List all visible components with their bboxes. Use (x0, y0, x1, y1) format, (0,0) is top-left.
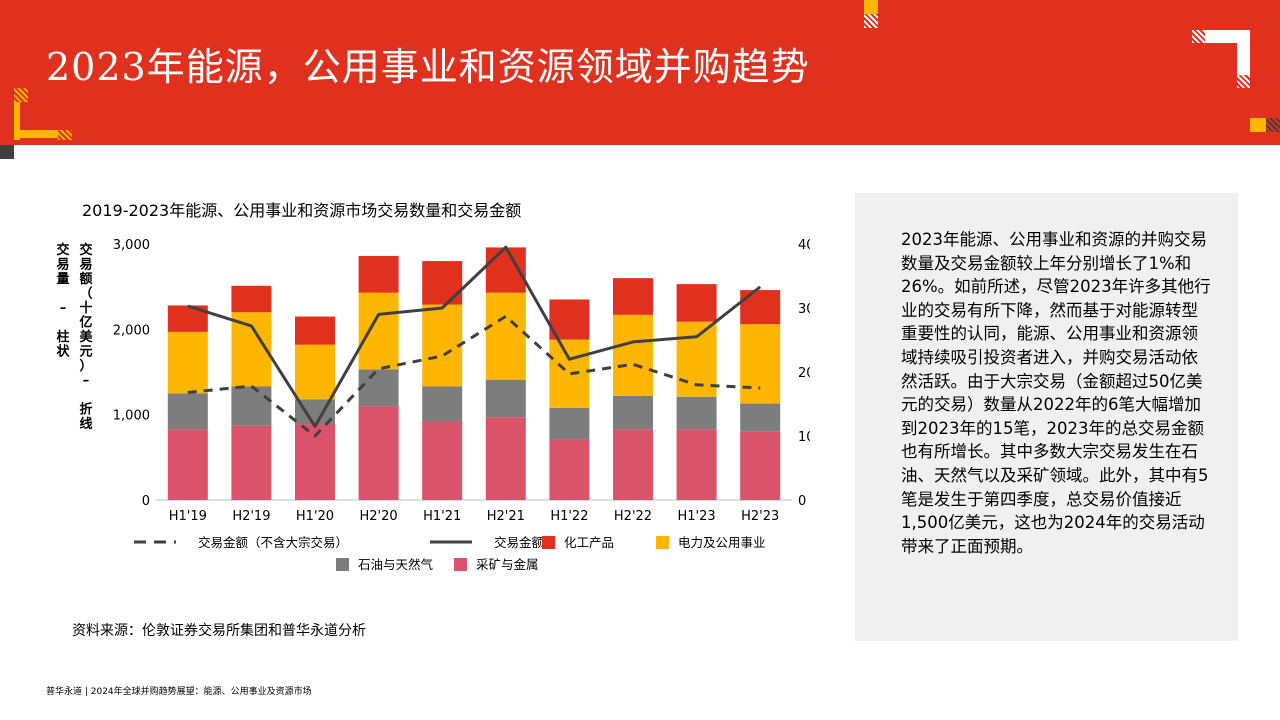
bar-segment (295, 344, 335, 400)
bar-segment (613, 429, 653, 500)
deco-right-hatch (1192, 30, 1205, 43)
deco-top-hatch (864, 14, 878, 28)
bar-segment (485, 379, 526, 418)
y-right-tick-label: 200 (798, 366, 810, 381)
x-tick-label: H1'23 (678, 509, 716, 524)
bar-segment (740, 324, 781, 404)
bar-segment (358, 292, 399, 370)
legend-label: 交易金额 (494, 535, 545, 550)
bar-segment (167, 331, 208, 394)
y-right-tick-label: 100 (798, 430, 810, 445)
deco-left-bracket (14, 102, 20, 140)
x-tick-label: H1'22 (550, 509, 588, 524)
legend-color-swatch (454, 558, 467, 571)
y-left-tick-label: 2,000 (113, 323, 150, 338)
legend-label: 石油与天然气 (358, 557, 434, 572)
x-tick-label: H1'19 (169, 509, 207, 524)
deco-top-square (864, 0, 878, 14)
bar-segment (613, 278, 653, 315)
commentary-text: 2023年能源、公用事业和资源的并购交易数量及交易金额较上年分别增长了1%和26… (901, 230, 1211, 556)
stacked-bar-line-chart: 0 1,000 2,000 3,000 0 100 200 300 400 交易量 – 柱状交易额… (56, 238, 810, 572)
bar-segment (422, 261, 463, 305)
deco-right-dark-hatch (1266, 118, 1280, 132)
y-left-tick-label: 3,000 (113, 238, 150, 253)
x-tick-label: H2'22 (614, 509, 652, 524)
y-right-tick-label: 400 (798, 238, 810, 253)
bar-segment (358, 369, 399, 407)
bar-segment (358, 255, 399, 293)
footer-text: 普华永道 | 2024年全球并购趋势展望：能源、公用事业及资源市场 (46, 687, 312, 697)
deco-left-hatch-2 (58, 130, 72, 140)
legend-label: 采矿与金属 (476, 557, 539, 572)
bar-segment (485, 292, 526, 380)
legend-label: 化工产品 (564, 535, 614, 550)
y-right-tick-label: 300 (798, 302, 810, 317)
source-note: 资料来源：伦敦证券交易所集团和普华永道分析 (72, 623, 366, 639)
y-left-tick-label: 0 (142, 494, 150, 509)
bar-segment (231, 425, 272, 500)
bar-segment (740, 403, 781, 432)
commentary-panel: 2023年能源、公用事业和资源的并购交易数量及交易金额较上年分别增长了1%和26… (855, 193, 1238, 641)
x-tick-label: H1'21 (423, 509, 461, 524)
bar-segment (740, 290, 781, 325)
bar-segment (231, 386, 272, 426)
x-tick-label: H1'20 (296, 509, 334, 524)
x-tick-label: H2'23 (741, 509, 779, 524)
bar-segment (676, 284, 717, 322)
y-axis-label-right: 交易额（十亿美元）– 折线 (79, 242, 93, 432)
bar-segment (422, 386, 463, 422)
chart-title: 2019-2023年能源、公用事业和资源市场交易数量和交易金额 (82, 201, 522, 220)
bar-segment (613, 395, 653, 430)
bar-segment (549, 339, 590, 408)
bar-segment (358, 406, 399, 500)
bar-segment (485, 417, 526, 500)
y-right-tick-label: 0 (798, 494, 806, 509)
legend-color-swatch (656, 536, 669, 549)
bar-segment (422, 421, 463, 500)
bar-segment (549, 439, 590, 500)
bar-segment (740, 431, 781, 500)
bar-segment (676, 396, 717, 430)
deco-left-hatch (14, 88, 28, 102)
bar-segment (167, 429, 208, 500)
deco-left-bracket-base (14, 130, 58, 138)
deco-right-square (1250, 118, 1266, 132)
legend-label: 交易金额（不含大宗交易） (198, 535, 348, 550)
x-tick-label: H2'19 (232, 509, 270, 524)
y-axis-label-left: 交易量 – 柱状 (56, 242, 70, 360)
legend-color-swatch (336, 558, 349, 571)
bar-segment (295, 316, 335, 345)
x-tick-label: H2'20 (360, 509, 398, 524)
line-series-excl-megadeals (187, 314, 761, 438)
deco-right-hatch-2 (1237, 75, 1250, 88)
bar-segment (613, 314, 653, 396)
bar-segment (167, 393, 208, 430)
legend-color-swatch (542, 536, 555, 549)
page-title: 2023年能源，公用事业和资源领域并购趋势 (46, 45, 810, 89)
bar-segment (676, 429, 717, 500)
x-tick-label: H2'21 (487, 509, 525, 524)
y-left-tick-label: 1,000 (113, 409, 150, 424)
line-series-deal-value (187, 245, 762, 428)
header-banner (0, 0, 1280, 145)
bar-segment (549, 407, 590, 440)
legend-label: 电力及公用事业 (678, 535, 766, 550)
deco-right-bracket-side (1237, 30, 1250, 75)
deco-left-dark-square (0, 145, 14, 159)
bar-segment (422, 304, 463, 387)
bar-segment (231, 285, 272, 313)
